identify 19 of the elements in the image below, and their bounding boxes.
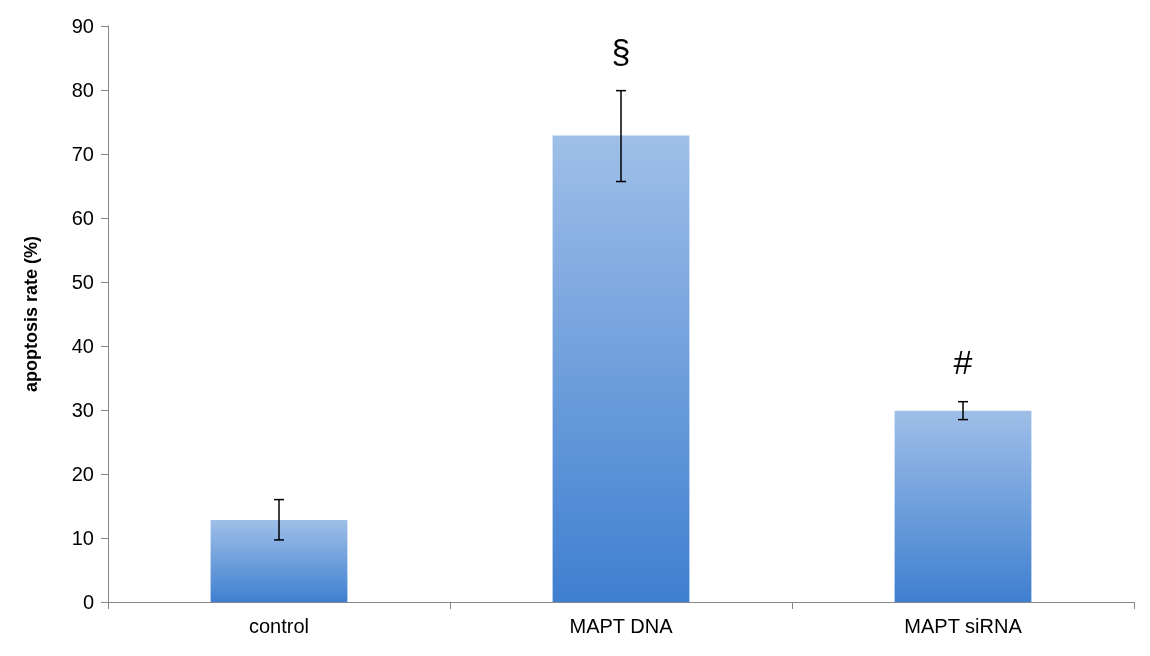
bar xyxy=(210,520,348,602)
y-axis-title: apoptosis rate (%) xyxy=(21,235,41,393)
annotation: # xyxy=(953,342,973,381)
y-tick-label: 70 xyxy=(71,143,94,165)
x-tick-label: MAPT siRNA xyxy=(904,615,1023,637)
y-tick-label: 60 xyxy=(71,207,94,229)
y-tick-label: 20 xyxy=(71,463,94,485)
y-tick-label: 80 xyxy=(71,79,94,101)
annotation: § xyxy=(611,31,631,70)
x-tick-label: MAPT DNA xyxy=(569,615,674,637)
bar xyxy=(552,135,690,602)
y-tick-label: 0 xyxy=(82,591,94,613)
y-tick-label: 30 xyxy=(71,399,94,421)
x-tick-label: control xyxy=(248,615,310,637)
y-tick-label: 10 xyxy=(71,527,94,549)
y-tick-label: 40 xyxy=(71,335,94,357)
y-tick-label: 50 xyxy=(71,271,94,293)
bar xyxy=(894,410,1032,602)
y-tick-label: 90 xyxy=(71,15,94,37)
